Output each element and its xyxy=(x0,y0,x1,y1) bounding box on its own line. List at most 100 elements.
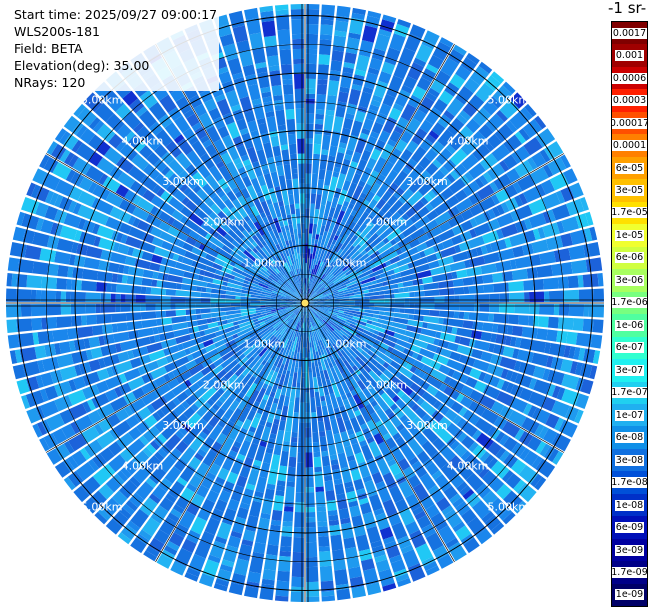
gate-cell xyxy=(54,342,62,355)
gate-cell xyxy=(96,368,110,381)
gate-cell xyxy=(328,519,340,526)
gate-cell xyxy=(87,181,98,194)
gate-cell xyxy=(314,305,330,311)
gate-cell xyxy=(254,327,269,338)
gate-cell xyxy=(117,243,130,255)
gate-cell xyxy=(310,337,316,353)
gate-cell xyxy=(283,431,291,442)
gate-cell xyxy=(384,169,399,186)
gate-cell xyxy=(293,248,298,260)
gate-cell xyxy=(50,143,67,160)
gate-cell xyxy=(495,260,512,272)
gate-cell xyxy=(397,535,412,550)
gate-cell xyxy=(468,94,485,110)
gate-cell xyxy=(369,346,381,356)
gate-cell xyxy=(92,223,100,235)
gate-cell xyxy=(291,576,304,588)
gate-cell xyxy=(517,349,534,363)
gate-cell xyxy=(334,236,343,247)
gate-cell xyxy=(334,30,347,38)
gate-cell xyxy=(221,315,227,321)
gate-cell xyxy=(270,135,280,147)
gate-cell xyxy=(516,482,537,503)
gate-cell xyxy=(235,419,244,428)
gate-cell xyxy=(446,326,453,334)
gate-cell xyxy=(105,191,124,208)
gate-cell xyxy=(202,339,214,348)
gate-cell xyxy=(501,420,521,438)
gate-cell xyxy=(336,5,351,18)
gate-cell xyxy=(231,257,243,266)
gate-cell xyxy=(577,274,584,288)
gate-cell xyxy=(456,344,474,357)
gate-cell xyxy=(200,313,212,319)
gate-cell xyxy=(284,501,294,507)
gate-cell xyxy=(291,18,304,35)
gate-cell xyxy=(238,320,254,328)
gate-cell xyxy=(255,278,265,285)
gate-cell xyxy=(439,166,449,176)
gate-cell xyxy=(260,512,271,520)
colorbar-label: 1.7e-07 xyxy=(612,387,647,399)
gate-cell xyxy=(317,521,328,527)
gate-cell xyxy=(238,391,245,399)
gate-cell xyxy=(327,321,333,327)
gate-cell xyxy=(369,263,376,269)
gate-cell xyxy=(200,287,207,293)
gate-cell xyxy=(220,437,235,454)
gate-cell xyxy=(44,190,55,204)
gate-cell xyxy=(232,267,243,275)
range-label: 2.00km xyxy=(366,216,408,229)
gate-cell xyxy=(213,357,225,368)
gate-cell xyxy=(358,372,371,388)
gate-cell xyxy=(437,553,454,569)
gate-cell xyxy=(35,202,49,218)
gate-cell xyxy=(218,165,233,182)
gate-cell xyxy=(355,386,362,394)
gate-cell xyxy=(482,490,499,506)
gate-cell xyxy=(264,374,273,385)
gate-cell xyxy=(191,246,208,259)
gate-cell xyxy=(589,226,598,241)
gate-cell xyxy=(371,428,380,436)
gate-cell xyxy=(409,365,417,374)
gate-cell xyxy=(163,345,180,357)
gate-cell xyxy=(262,394,269,401)
gate-cell xyxy=(339,308,345,312)
gate-cell xyxy=(420,495,435,510)
gate-cell xyxy=(370,148,382,161)
gate-cell xyxy=(340,431,351,448)
gate-cell xyxy=(292,178,299,189)
gate-cell xyxy=(349,355,362,369)
gate-cell xyxy=(381,190,393,202)
gate-cell xyxy=(332,313,338,318)
gate-cell xyxy=(339,378,350,394)
gate-cell xyxy=(348,459,359,472)
gate-cell xyxy=(309,347,315,363)
gate-cell xyxy=(431,410,444,423)
gate-cell xyxy=(368,494,383,512)
gate-cell xyxy=(567,275,579,289)
gate-cell xyxy=(150,505,169,524)
gate-cell xyxy=(145,303,156,311)
gate-cell xyxy=(329,176,339,193)
gate-cell xyxy=(563,168,578,185)
gate-cell xyxy=(190,403,199,412)
gate-cell xyxy=(425,532,444,552)
gate-cell xyxy=(310,397,317,413)
gate-cell xyxy=(150,287,167,296)
gate-cell xyxy=(55,443,71,460)
gate-cell xyxy=(32,231,50,248)
gate-cell xyxy=(348,32,361,40)
gate-cell xyxy=(290,297,301,302)
gate-cell xyxy=(280,277,285,282)
gate-cell xyxy=(273,324,285,337)
gate-cell xyxy=(21,196,40,215)
gate-cell xyxy=(308,296,314,301)
gate-cell xyxy=(416,77,432,92)
gate-cell xyxy=(221,559,235,568)
gate-cell xyxy=(335,380,346,396)
gate-cell xyxy=(156,553,173,569)
gate-cell xyxy=(276,237,282,244)
gate-cell xyxy=(584,211,594,226)
